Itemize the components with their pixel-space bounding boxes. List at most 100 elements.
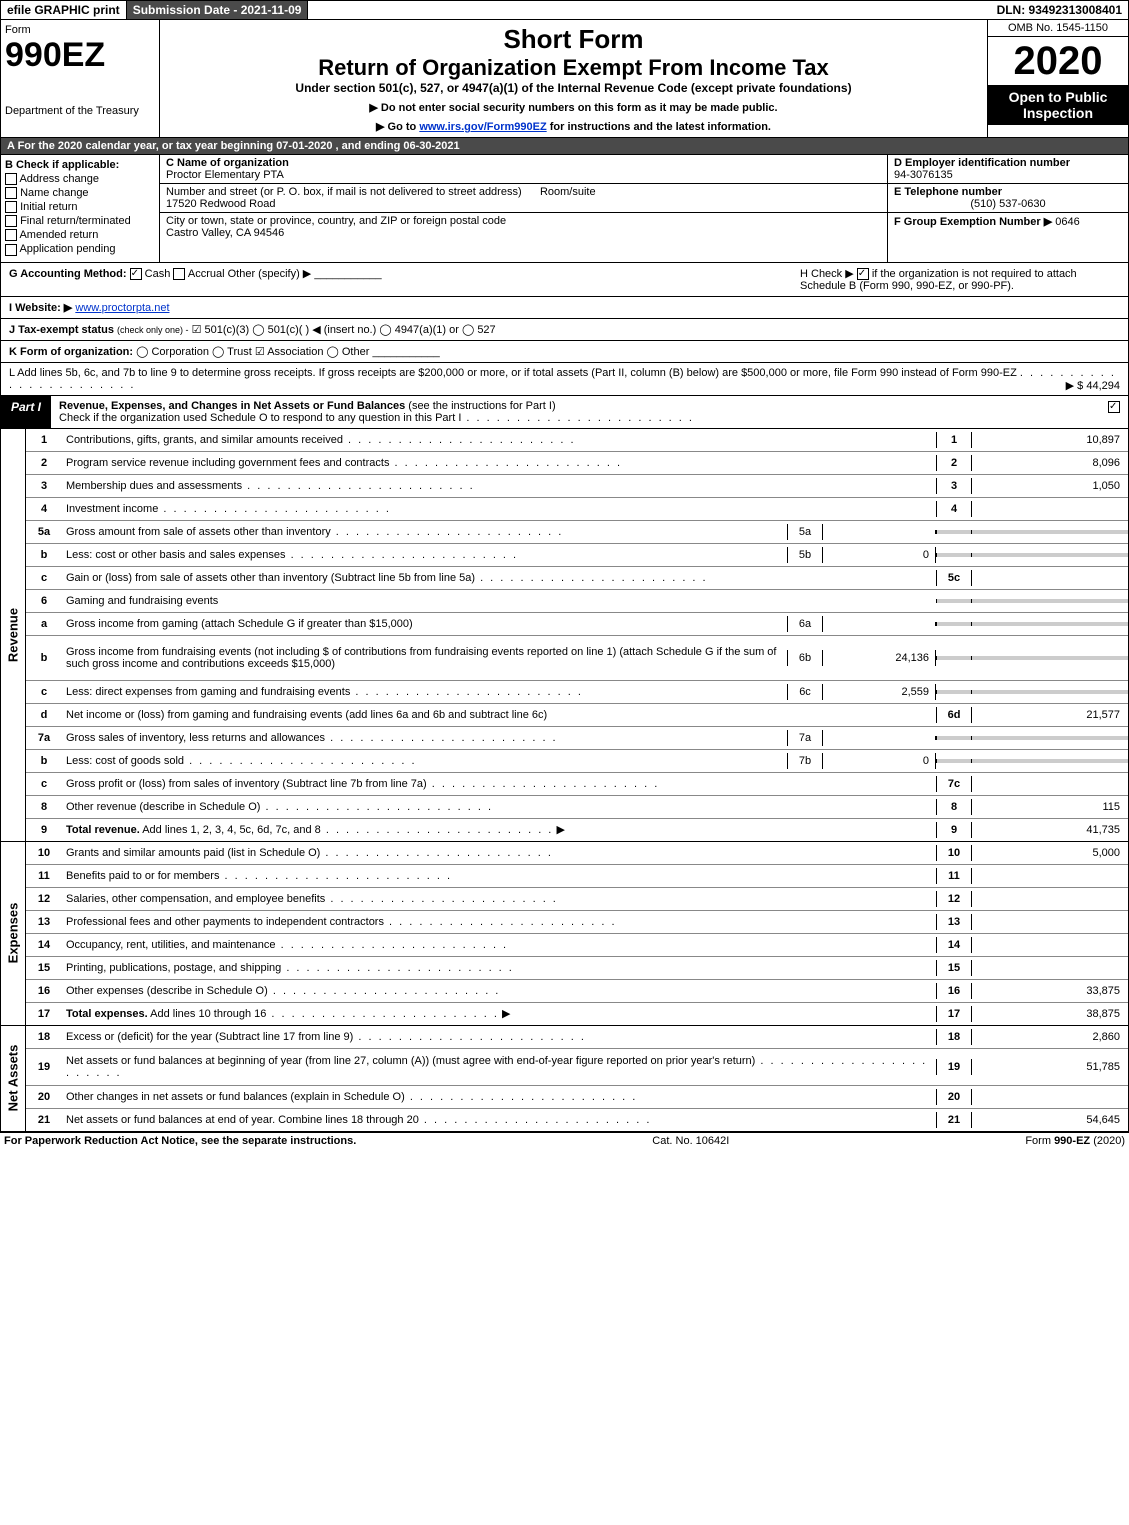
footer-left: For Paperwork Reduction Act Notice, see … [4,1135,356,1147]
chk-cash[interactable] [130,268,142,280]
line-6a: a Gross income from gaming (attach Sched… [26,613,1128,636]
box-h: H Check ▶ if the organization is not req… [800,267,1120,292]
box-e: E Telephone number (510) 537-0630 [888,184,1128,213]
line-7b: b Less: cost of goods sold 7b 0 [26,750,1128,773]
dept-treasury: Department of the Treasury [5,105,155,117]
short-form-title: Short Form [168,24,979,55]
open-public: Open to Public Inspection [988,85,1128,125]
expenses-label: Expenses [1,842,26,1025]
box-g: G Accounting Method: Cash Accrual Other … [9,267,382,292]
chk-name-change[interactable]: Name change [5,187,155,199]
line-7a: 7a Gross sales of inventory, less return… [26,727,1128,750]
chk-amended[interactable]: Amended return [5,229,155,241]
efile-print[interactable]: efile GRAPHIC print [1,1,127,19]
expenses-section: Expenses 10 Grants and similar amounts p… [0,842,1129,1026]
chk-schedule-b[interactable] [857,268,869,280]
expenses-table: 10 Grants and similar amounts paid (list… [26,842,1128,1025]
org-name: Proctor Elementary PTA [166,169,284,181]
irs-link[interactable]: www.irs.gov/Form990EZ [419,121,546,133]
k-opts: ◯ Corporation ◯ Trust ☑ Association ◯ Ot… [136,346,369,358]
box-f: F Group Exemption Number ▶ 0646 [888,213,1128,230]
top-bar: efile GRAPHIC print Submission Date - 20… [0,0,1129,20]
k-row: K Form of organization: ◯ Corporation ◯ … [0,341,1129,363]
right-col: OMB No. 1545-1150 2020 Open to Public In… [987,20,1128,137]
omb-number: OMB No. 1545-1150 [988,20,1128,37]
chk-initial-return[interactable]: Initial return [5,201,155,213]
g-label: G Accounting Method: [9,268,127,280]
line-5b: b Less: cost or other basis and sales ex… [26,544,1128,567]
tax-year: 2020 [988,37,1128,85]
form-label: Form [5,24,155,36]
website-link[interactable]: www.proctorpta.net [75,302,169,314]
line-6c: c Less: direct expenses from gaming and … [26,681,1128,704]
line-8: 8 Other revenue (describe in Schedule O)… [26,796,1128,819]
g-h-row: G Accounting Method: Cash Accrual Other … [0,263,1129,297]
line-1: 1 Contributions, gifts, grants, and simi… [26,429,1128,452]
j-label: J Tax-exempt status [9,324,114,336]
netassets-table: 18 Excess or (deficit) for the year (Sub… [26,1026,1128,1131]
line-5c: c Gain or (loss) from sale of assets oth… [26,567,1128,590]
chk-pending[interactable]: Application pending [5,243,155,255]
netassets-label: Net Assets [1,1026,26,1131]
page-footer: For Paperwork Reduction Act Notice, see … [0,1132,1129,1149]
revenue-section: Revenue 1 Contributions, gifts, grants, … [0,429,1129,842]
ein-label: D Employer identification number [894,157,1070,169]
city: Castro Valley, CA 94546 [166,227,284,239]
room-label: Room/suite [540,186,596,198]
i-row: I Website: ▶ www.proctorpta.net [0,297,1129,319]
street-row: Number and street (or P. O. box, if mail… [160,184,887,213]
line-7c: c Gross profit or (loss) from sales of i… [26,773,1128,796]
revenue-table: 1 Contributions, gifts, grants, and simi… [26,429,1128,841]
part1-title: Revenue, Expenses, and Changes in Net As… [51,396,1100,428]
netassets-section: Net Assets 18 Excess or (deficit) for th… [0,1026,1129,1132]
footer-center: Cat. No. 10642I [652,1135,729,1147]
footer-right: Form 990-EZ (2020) [1025,1135,1125,1147]
period-row: A For the 2020 calendar year, or tax yea… [0,138,1129,155]
part1-label: Part I [1,396,51,428]
j-sub: (check only one) - [117,325,189,335]
line-18: 18 Excess or (deficit) for the year (Sub… [26,1026,1128,1049]
goto-notice: ▶ Go to www.irs.gov/Form990EZ for instru… [168,120,979,133]
line-3: 3 Membership dues and assessments 3 1,05… [26,475,1128,498]
part1-check[interactable] [1100,396,1128,428]
box-b: B Check if applicable: Address change Na… [1,155,160,262]
line-12: 12 Salaries, other compensation, and emp… [26,888,1128,911]
line-10: 10 Grants and similar amounts paid (list… [26,842,1128,865]
chk-accrual[interactable] [173,268,185,280]
line-4: 4 Investment income 4 [26,498,1128,521]
form-number: 990EZ [5,36,155,75]
ein: 94-3076135 [894,169,953,181]
l-text: L Add lines 5b, 6c, and 7b to line 9 to … [9,367,1017,379]
form-id-col: Form 990EZ Department of the Treasury [1,20,160,137]
org-name-row: C Name of organization Proctor Elementar… [160,155,887,184]
line-15: 15 Printing, publications, postage, and … [26,957,1128,980]
line-6: 6 Gaming and fundraising events [26,590,1128,613]
chk-final-return[interactable]: Final return/terminated [5,215,155,227]
line-5a: 5a Gross amount from sale of assets othe… [26,521,1128,544]
line-6d: d Net income or (loss) from gaming and f… [26,704,1128,727]
submission-date: Submission Date - 2021-11-09 [127,1,309,19]
line-13: 13 Professional fees and other payments … [26,911,1128,934]
ssn-notice: ▶ Do not enter social security numbers o… [168,101,979,114]
goto-post: for instructions and the latest informat… [550,121,771,133]
dln: DLN: 93492313008401 [991,1,1128,19]
line-2: 2 Program service revenue including gove… [26,452,1128,475]
line-17: 17 Total expenses. Add lines 10 through … [26,1003,1128,1025]
street: 17520 Redwood Road [166,198,275,210]
info-box: B Check if applicable: Address change Na… [0,155,1129,263]
j-opts: ☑ 501(c)(3) ◯ 501(c)( ) ◀ (insert no.) ◯… [192,324,496,336]
part1-header: Part I Revenue, Expenses, and Changes in… [0,396,1129,429]
k-label: K Form of organization: [9,346,133,358]
box-c: C Name of organization Proctor Elementar… [160,155,887,262]
revenue-label: Revenue [1,429,26,841]
goto-pre: ▶ Go to [376,121,419,133]
l-row: L Add lines 5b, 6c, and 7b to line 9 to … [0,363,1129,396]
box-d: D Employer identification number 94-3076… [888,155,1128,184]
group-num: 0646 [1055,216,1079,228]
line-14: 14 Occupancy, rent, utilities, and maint… [26,934,1128,957]
phone-label: E Telephone number [894,186,1002,198]
city-row: City or town, state or province, country… [160,213,887,241]
chk-address-change[interactable]: Address change [5,173,155,185]
j-row: J Tax-exempt status (check only one) - ☑… [0,319,1129,341]
return-title: Return of Organization Exempt From Incom… [168,55,979,81]
